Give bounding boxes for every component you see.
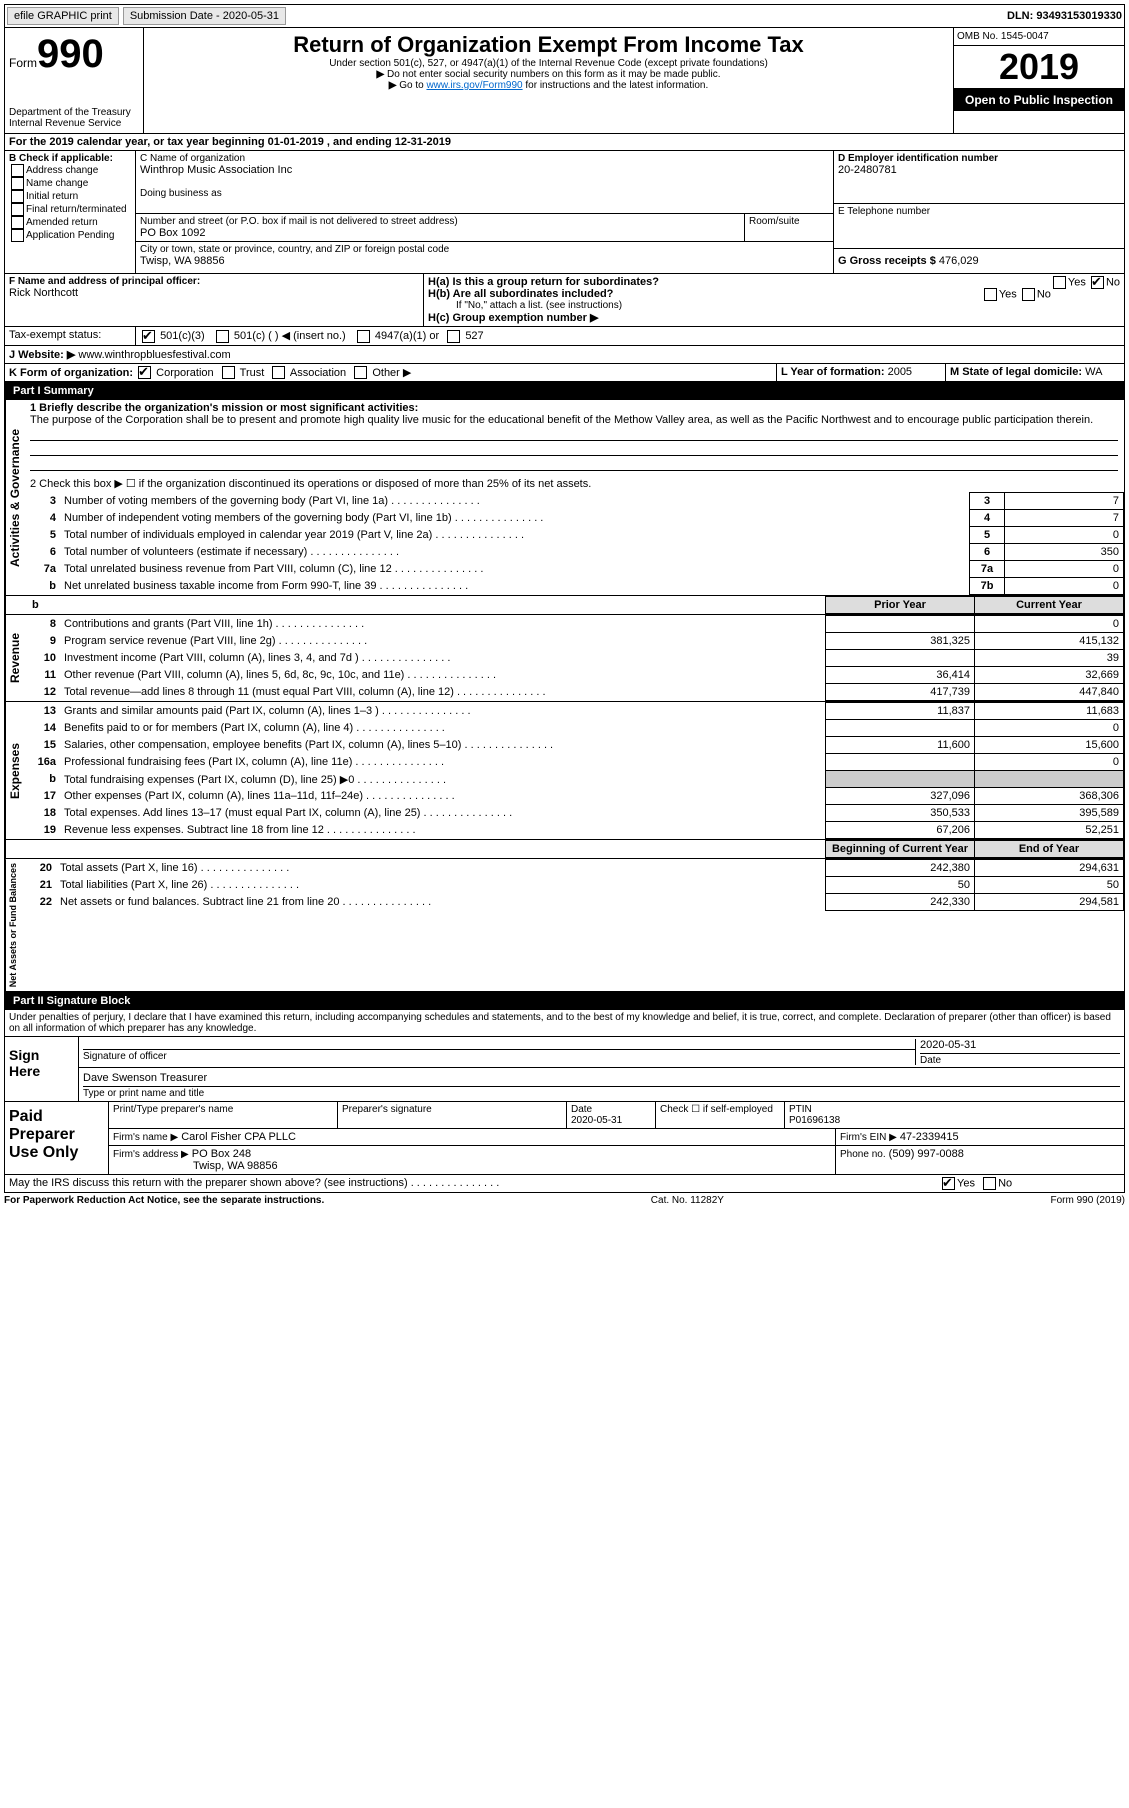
box-g-label: G Gross receipts $	[838, 255, 936, 267]
tax-exempt-label: Tax-exempt status:	[5, 327, 136, 345]
submission-button[interactable]: Submission Date - 2020-05-31	[123, 7, 286, 25]
city-label: City or town, state or province, country…	[140, 244, 829, 255]
line-l-label: L Year of formation:	[781, 366, 885, 378]
sig-officer-label: Signature of officer	[83, 1051, 167, 1062]
line-j-label: J Website: ▶	[9, 349, 75, 361]
amended-return-checkbox[interactable]	[11, 216, 24, 229]
officer-print-name: Dave Swenson Treasurer	[83, 1072, 1120, 1084]
website-value: www.winthropbluesfestival.com	[78, 349, 230, 361]
address-change-checkbox[interactable]	[11, 164, 24, 177]
sig-date: 2020-05-31	[920, 1039, 976, 1051]
city-state-zip: Twisp, WA 98856	[140, 255, 829, 267]
type-name-label: Type or print name and title	[83, 1088, 204, 1099]
current-year-header: Current Year	[975, 597, 1124, 614]
discuss-label: May the IRS discuss this return with the…	[9, 1177, 408, 1189]
paid-preparer-label: Paid Preparer Use Only	[5, 1102, 109, 1174]
cat-no: Cat. No. 11282Y	[651, 1195, 724, 1206]
h-b-no-checkbox[interactable]	[1022, 288, 1035, 301]
end-year-header: End of Year	[975, 841, 1124, 858]
instructions-link[interactable]: www.irs.gov/Form990	[426, 80, 522, 91]
final-return-checkbox[interactable]	[11, 203, 24, 216]
name-change-checkbox[interactable]	[11, 177, 24, 190]
firm-ein: 47-2339415	[900, 1131, 959, 1143]
discuss-no-checkbox[interactable]	[983, 1177, 996, 1190]
prep-sig-label: Preparer's signature	[338, 1102, 567, 1128]
expenses-label: Expenses	[5, 702, 24, 839]
prep-date: 2020-05-31	[571, 1115, 622, 1126]
firm-phone: (509) 997-0088	[889, 1148, 964, 1160]
527-checkbox[interactable]	[447, 330, 460, 343]
prep-name-label: Print/Type preparer's name	[109, 1102, 338, 1128]
year-formation: 2005	[888, 366, 912, 378]
line-a: For the 2019 calendar year, or tax year …	[5, 134, 1124, 150]
h-c-label: H(c) Group exemption number ▶	[428, 311, 1120, 324]
discuss-yes-checkbox[interactable]	[942, 1177, 955, 1190]
mission-text: The purpose of the Corporation shall be …	[30, 414, 1118, 426]
form-header: Form990 Department of the Treasury Inter…	[4, 28, 1125, 134]
activities-governance-label: Activities & Governance	[5, 400, 24, 595]
box-b-label: B Check if applicable:	[9, 153, 131, 164]
open-public-badge: Open to Public Inspection	[954, 89, 1124, 111]
line-m-label: M State of legal domicile:	[950, 366, 1082, 378]
assoc-checkbox[interactable]	[272, 366, 285, 379]
street-label: Number and street (or P.O. box if mail i…	[140, 216, 740, 227]
form-title: Return of Organization Exempt From Incom…	[148, 32, 949, 58]
street-address: PO Box 1092	[140, 227, 740, 239]
h-b-yes-checkbox[interactable]	[984, 288, 997, 301]
dept-text: Department of the Treasury Internal Reve…	[9, 107, 139, 129]
tax-year: 2019	[954, 46, 1124, 89]
other-checkbox[interactable]	[354, 366, 367, 379]
h-b-note: If "No," attach a list. (see instruction…	[428, 300, 1120, 311]
pra-notice: For Paperwork Reduction Act Notice, see …	[4, 1195, 324, 1206]
prior-year-header: Prior Year	[826, 597, 975, 614]
h-a-label: H(a) Is this a group return for subordin…	[428, 276, 659, 288]
501c3-checkbox[interactable]	[142, 330, 155, 343]
entity-block: B Check if applicable: Address change Na…	[4, 151, 1125, 274]
ptin-value: P01696138	[789, 1115, 840, 1126]
dln-text: DLN: 93493153019330	[1007, 10, 1122, 22]
h-a-yes-checkbox[interactable]	[1053, 276, 1066, 289]
note-1: Do not enter social security numbers on …	[387, 69, 720, 80]
efile-button[interactable]: efile GRAPHIC print	[7, 7, 119, 25]
org-name: Winthrop Music Association Inc	[140, 164, 829, 176]
4947-checkbox[interactable]	[357, 330, 370, 343]
part-2-header: Part II Signature Block	[4, 992, 1125, 1010]
begin-year-header: Beginning of Current Year	[826, 841, 975, 858]
subtitle: Under section 501(c), 527, or 4947(a)(1)…	[148, 58, 949, 69]
firm-city: Twisp, WA 98856	[113, 1160, 278, 1172]
h-b-label: H(b) Are all subordinates included?	[428, 288, 613, 300]
501c-checkbox[interactable]	[216, 330, 229, 343]
corp-checkbox[interactable]	[138, 366, 151, 379]
box-e-label: E Telephone number	[838, 206, 1120, 217]
form-number: Form990	[9, 32, 139, 77]
form-footer: Form 990 (2019)	[1051, 1195, 1125, 1206]
dba-label: Doing business as	[140, 188, 829, 199]
trust-checkbox[interactable]	[222, 366, 235, 379]
self-employed-label: Check ☐ if self-employed	[656, 1102, 785, 1128]
application-pending-checkbox[interactable]	[11, 229, 24, 242]
box-c-name-label: C Name of organization	[140, 153, 829, 164]
sign-here-label: Sign Here	[5, 1037, 79, 1101]
domicile-state: WA	[1085, 366, 1102, 378]
ein-value: 20-2480781	[838, 164, 1120, 176]
line-1-label: 1 Briefly describe the organization's mi…	[30, 402, 1118, 414]
h-a-no-checkbox[interactable]	[1091, 276, 1104, 289]
part-1-header: Part I Summary	[4, 382, 1125, 400]
line-k-label: K Form of organization:	[9, 367, 133, 379]
line-2: 2 Check this box ▶ ☐ if the organization…	[24, 475, 1124, 492]
declaration-text: Under penalties of perjury, I declare th…	[4, 1010, 1125, 1037]
revenue-label: Revenue	[5, 615, 24, 701]
firm-name: Carol Fisher CPA PLLC	[181, 1131, 296, 1143]
box-f-label: F Name and address of principal officer:	[9, 276, 419, 287]
box-d-label: D Employer identification number	[838, 153, 1120, 164]
net-assets-label: Net Assets or Fund Balances	[5, 859, 20, 991]
omb-number: OMB No. 1545-0047	[954, 28, 1124, 46]
room-label: Room/suite	[745, 214, 833, 241]
gross-receipts: 476,029	[939, 255, 979, 267]
top-bar: efile GRAPHIC print Submission Date - 20…	[4, 4, 1125, 28]
date-label: Date	[920, 1055, 941, 1066]
officer-name: Rick Northcott	[9, 287, 419, 299]
firm-address: PO Box 248	[192, 1148, 251, 1160]
initial-return-checkbox[interactable]	[11, 190, 24, 203]
